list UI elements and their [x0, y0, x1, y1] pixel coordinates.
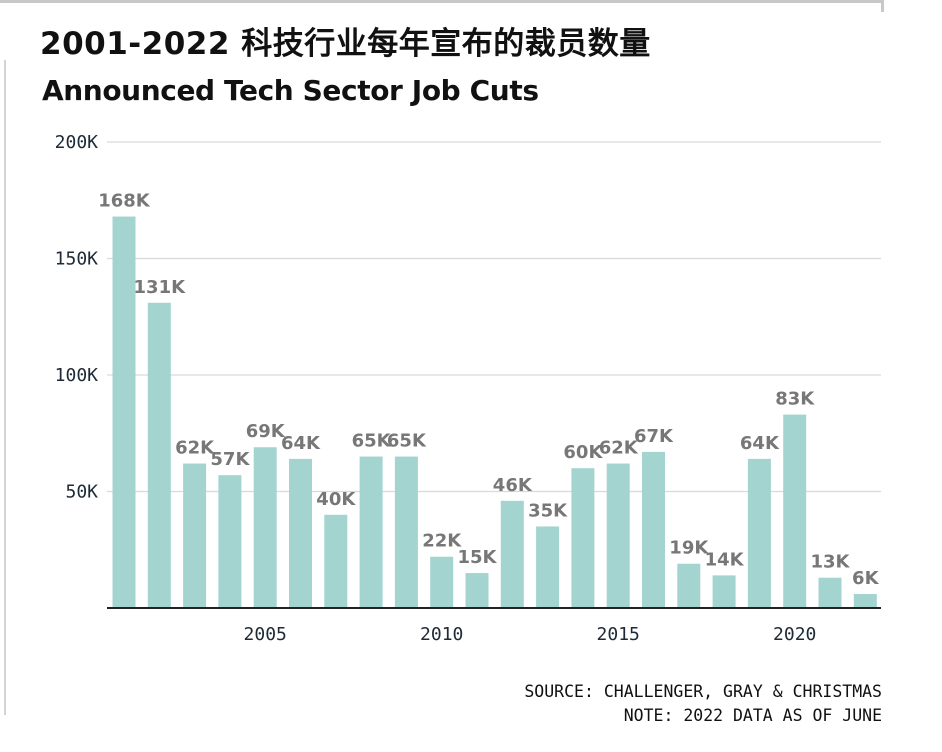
y-tick-label: 100K — [55, 365, 99, 386]
bar — [536, 526, 560, 608]
bar — [430, 556, 454, 608]
bar — [465, 573, 489, 608]
bar — [359, 456, 383, 608]
bar — [853, 594, 877, 608]
bar — [642, 451, 665, 608]
data-label: 57K — [210, 449, 250, 470]
bar — [289, 458, 312, 608]
x-tick-label: 2005 — [244, 624, 287, 645]
data-label: 62K — [599, 438, 639, 459]
data-label: 35K — [528, 500, 568, 521]
bar — [324, 514, 348, 608]
chart-title-english: Announced Tech Sector Job Cuts — [42, 74, 539, 107]
bar — [183, 463, 207, 608]
data-label: 131K — [134, 277, 187, 298]
data-label: 40K — [316, 489, 356, 510]
data-label: 69K — [246, 421, 286, 442]
data-label: 62K — [175, 438, 215, 459]
y-tick-label: 200K — [55, 132, 99, 153]
frame-left-border — [4, 60, 6, 715]
data-label: 67K — [634, 426, 674, 447]
data-label: 64K — [281, 433, 321, 454]
data-label: 60K — [563, 442, 603, 463]
chart-title-chinese: 2001-2022 科技行业每年宣布的裁员数量 — [40, 26, 651, 62]
data-label: 168K — [98, 191, 151, 212]
frame-top-border — [0, 0, 884, 3]
data-label: 64K — [740, 433, 780, 454]
data-label: 15K — [458, 547, 498, 568]
data-label: 65K — [352, 431, 392, 452]
bar — [712, 575, 736, 608]
bar — [747, 458, 771, 608]
bar — [677, 563, 701, 608]
y-tick-label: 50K — [65, 482, 98, 503]
bar — [571, 468, 595, 608]
source-line: SOURCE: CHALLENGER, GRAY & CHRISTMAS — [524, 682, 882, 701]
data-label: 19K — [669, 538, 709, 559]
bar — [394, 456, 418, 608]
bar — [218, 475, 242, 608]
frame-right-border — [881, 0, 884, 12]
data-label: 65K — [387, 431, 427, 452]
bar — [112, 216, 136, 608]
y-tick-label: 150K — [55, 249, 99, 270]
bar — [818, 577, 842, 608]
data-label: 13K — [811, 552, 851, 573]
x-tick-label: 2020 — [773, 624, 816, 645]
x-tick-label: 2010 — [420, 624, 463, 645]
data-label: 22K — [422, 531, 462, 552]
data-label: 46K — [493, 475, 533, 496]
data-label: 14K — [705, 549, 745, 570]
bar — [253, 447, 277, 608]
bar — [783, 414, 807, 608]
source-note: SOURCE: CHALLENGER, GRAY & CHRISTMAS NOT… — [524, 680, 882, 728]
data-label: 6K — [852, 568, 880, 589]
bar — [606, 463, 630, 608]
bar — [147, 302, 171, 608]
data-label: 83K — [775, 389, 815, 410]
x-tick-label: 2015 — [597, 624, 640, 645]
note-line: NOTE: 2022 DATA AS OF JUNE — [623, 706, 882, 725]
bar — [500, 500, 524, 608]
